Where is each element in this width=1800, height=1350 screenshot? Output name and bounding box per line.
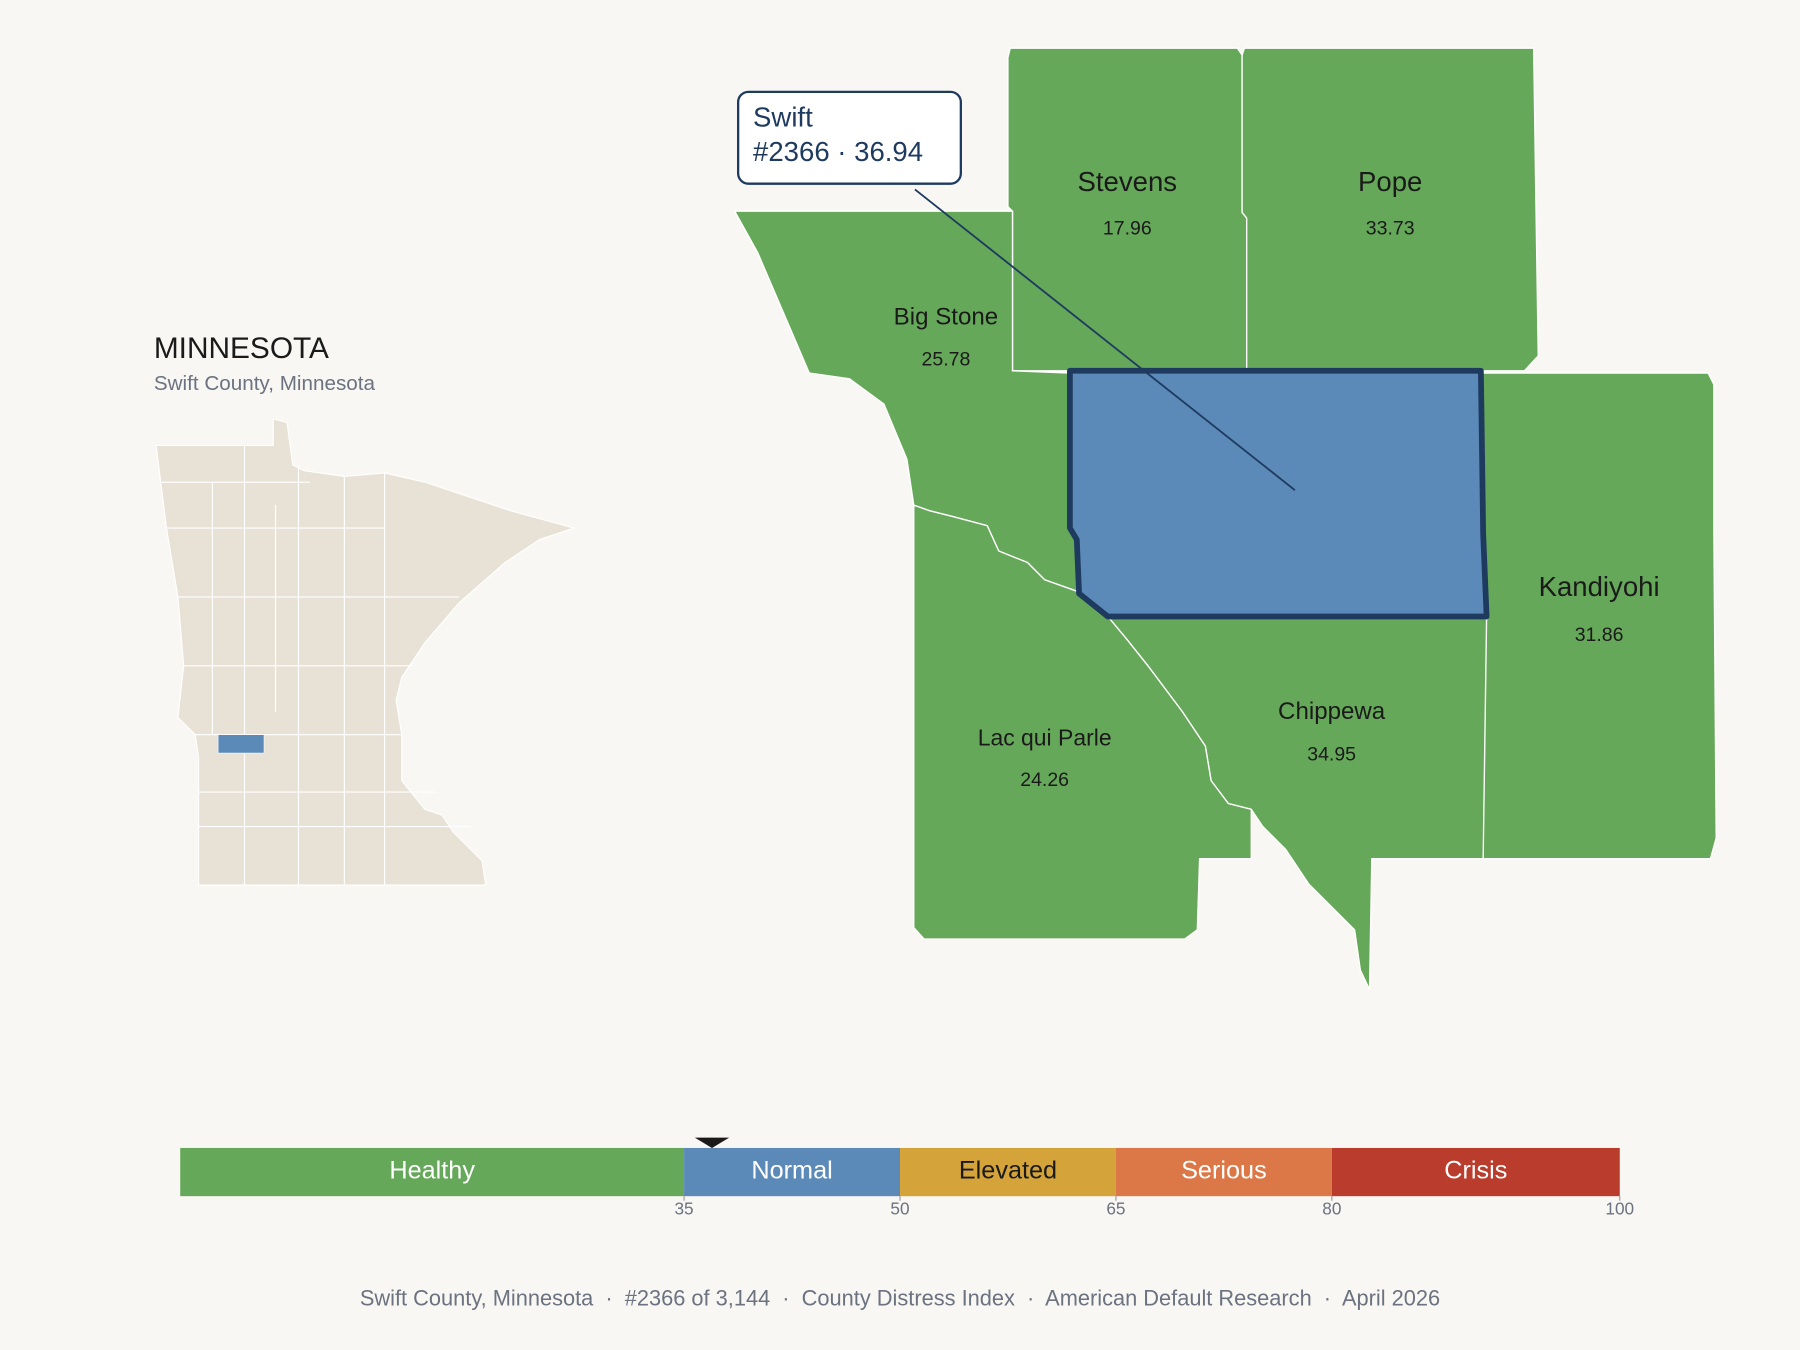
- county-value: 34.95: [1307, 744, 1356, 766]
- county-name: Pope: [1358, 166, 1422, 197]
- inset-map: [155, 418, 576, 886]
- county-name: Big Stone: [894, 303, 998, 330]
- scale-tick-label: 35: [674, 1198, 693, 1218]
- county-value: 33.73: [1366, 218, 1415, 240]
- county-shapes: [733, 47, 1717, 990]
- state-subtitle: Swift County, Minnesota: [154, 372, 376, 395]
- county-name: Kandiyohi: [1539, 571, 1660, 602]
- footer: Swift County, Minnesota · #2366 of 3,144…: [360, 1285, 1440, 1310]
- scale-band: [1115, 1147, 1332, 1197]
- callout-leader: [914, 188, 1296, 491]
- scale-band: [180, 1147, 685, 1197]
- county-value: 25.78: [922, 349, 971, 371]
- county-value: 24.26: [1020, 769, 1069, 791]
- scale-tick-label: 50: [890, 1198, 909, 1218]
- county-name: Chippewa: [1278, 698, 1386, 725]
- county-value: 31.86: [1575, 624, 1624, 646]
- callout-label: #2366 · 36.94: [753, 136, 923, 167]
- state-title: MINNESOTA: [154, 332, 329, 365]
- scale-band: [900, 1147, 1116, 1197]
- scale-marker: [694, 1137, 730, 1148]
- callout-name: Swift: [753, 102, 813, 133]
- county-name: Stevens: [1078, 166, 1178, 197]
- selected-county: [1067, 367, 1490, 620]
- county-name: Lac qui Parle: [978, 724, 1112, 750]
- county-shape: [913, 504, 1252, 940]
- scale-band-label: Crisis: [1444, 1157, 1507, 1185]
- county-value: 17.96: [1103, 218, 1152, 240]
- callout-box: [736, 90, 962, 185]
- county-shape: [1241, 47, 1539, 372]
- scale-tick-label: 80: [1322, 1198, 1341, 1218]
- state-outline: [155, 418, 576, 886]
- inset-county-lines: [160, 445, 471, 886]
- county-shape: [1480, 372, 1717, 860]
- inset-selected-county: [217, 734, 265, 754]
- scale-tick-label: 65: [1106, 1198, 1125, 1218]
- scale-tick-label: 100: [1605, 1198, 1634, 1218]
- county-shape: [1007, 47, 1248, 372]
- scale-band-label: Elevated: [959, 1157, 1057, 1185]
- scale-band-label: Normal: [751, 1157, 832, 1185]
- scale-band-label: Healthy: [389, 1157, 475, 1185]
- scale-band: [684, 1147, 900, 1197]
- scale-band-label: Serious: [1181, 1157, 1267, 1185]
- scale-band: [1331, 1147, 1620, 1197]
